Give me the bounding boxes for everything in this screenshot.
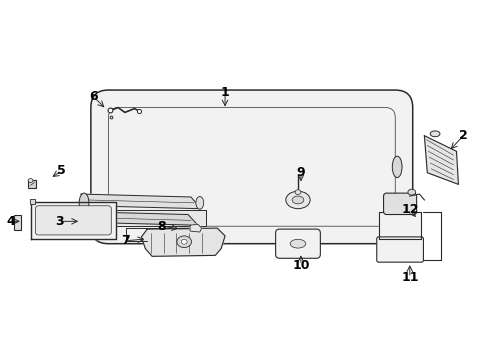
Ellipse shape bbox=[289, 239, 305, 248]
Ellipse shape bbox=[177, 236, 191, 248]
Bar bbox=[14, 215, 21, 230]
Ellipse shape bbox=[181, 239, 187, 244]
Text: 4: 4 bbox=[7, 215, 16, 228]
FancyBboxPatch shape bbox=[35, 206, 111, 235]
Ellipse shape bbox=[99, 209, 110, 226]
Polygon shape bbox=[77, 212, 198, 225]
Text: 10: 10 bbox=[291, 258, 309, 271]
Polygon shape bbox=[378, 212, 421, 239]
Text: 6: 6 bbox=[89, 90, 98, 103]
Polygon shape bbox=[190, 224, 201, 232]
FancyBboxPatch shape bbox=[376, 237, 423, 262]
Ellipse shape bbox=[76, 209, 86, 226]
Text: 5: 5 bbox=[57, 164, 66, 177]
Ellipse shape bbox=[285, 191, 309, 209]
Ellipse shape bbox=[291, 196, 303, 204]
Ellipse shape bbox=[28, 179, 33, 183]
Text: 12: 12 bbox=[400, 203, 418, 216]
Text: 2: 2 bbox=[458, 129, 467, 142]
Text: 8: 8 bbox=[157, 220, 166, 233]
Ellipse shape bbox=[196, 197, 203, 209]
Bar bbox=[28, 180, 36, 188]
Polygon shape bbox=[104, 210, 205, 226]
FancyBboxPatch shape bbox=[275, 229, 320, 258]
FancyBboxPatch shape bbox=[91, 90, 412, 244]
Text: 11: 11 bbox=[400, 271, 418, 284]
Ellipse shape bbox=[391, 156, 401, 177]
Ellipse shape bbox=[294, 190, 300, 195]
FancyBboxPatch shape bbox=[383, 193, 416, 215]
Text: 3: 3 bbox=[55, 215, 64, 228]
Text: 7: 7 bbox=[121, 234, 130, 247]
Ellipse shape bbox=[429, 131, 439, 137]
Polygon shape bbox=[141, 228, 224, 256]
Ellipse shape bbox=[407, 189, 415, 195]
Text: 9: 9 bbox=[296, 166, 305, 179]
Ellipse shape bbox=[79, 193, 89, 212]
Polygon shape bbox=[424, 136, 458, 184]
Polygon shape bbox=[30, 202, 116, 239]
Polygon shape bbox=[81, 194, 201, 209]
Bar bbox=[30, 199, 35, 204]
Text: 1: 1 bbox=[220, 86, 229, 99]
